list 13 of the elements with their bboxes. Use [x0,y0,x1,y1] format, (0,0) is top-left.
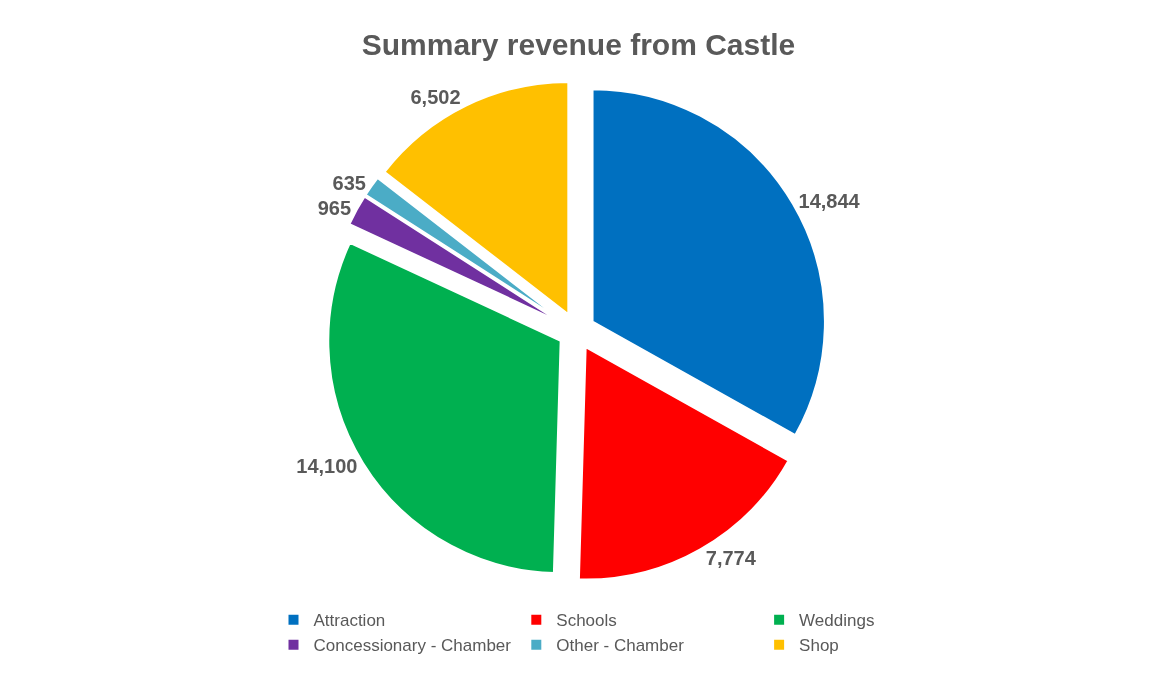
legend-label: Weddings [799,611,875,631]
data-label: 14,844 [798,190,861,213]
legend-label: Shop [799,636,839,656]
data-label: 635 [332,171,366,194]
chart-title: Summary revenue from Castle [361,27,796,61]
legend-label: Attraction [313,611,386,631]
data-label: 7,774 [705,546,757,569]
data-label: 14,100 [296,454,358,477]
legend-label: Other - Chamber [556,636,685,656]
data-label: 6,502 [410,85,461,108]
data-label: 965 [317,196,352,219]
legend-label: Schools [556,611,617,631]
legend-label: Concessionary - Chamber [313,636,512,656]
